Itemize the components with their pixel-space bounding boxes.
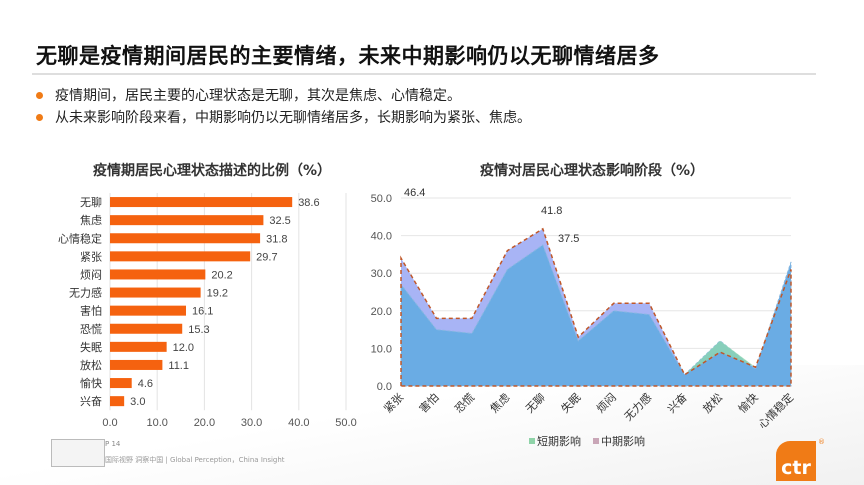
bar (110, 396, 125, 407)
bar (110, 287, 201, 298)
bar (110, 233, 261, 244)
value-label: 38.6 (298, 197, 319, 209)
annotation: 41.8 (541, 205, 562, 217)
category-label: 愉快 (735, 390, 760, 415)
bar (110, 359, 163, 370)
category-label: 心情稳定 (755, 390, 796, 431)
x-tick-label: 30.0 (241, 417, 262, 429)
x-tick-label: 0.0 (102, 417, 117, 429)
legend-label: 短期影响 (537, 434, 581, 448)
area-highlight (684, 340, 756, 375)
category-label: 失眠 (559, 391, 584, 416)
y-tick-label: 20.0 (371, 306, 392, 318)
x-tick-label: 20.0 (194, 417, 215, 429)
category-label: 无聊 (522, 390, 547, 415)
value-label: 16.1 (192, 306, 213, 318)
value-label: 29.7 (256, 251, 277, 263)
page-number: P 14 (105, 440, 121, 448)
x-tick-label: 50.0 (335, 417, 356, 429)
bullet-text: 疫情期间，居民主要的心理状态是无聊，其次是焦虑、心情稳定。 (55, 88, 461, 104)
category-label: 兴奋 (80, 394, 102, 408)
legend-swatch-icon (529, 438, 535, 444)
bar (110, 305, 186, 316)
bar-chart-title: 疫情期居民心理状态描述的比例（%） (93, 163, 332, 179)
value-label: 3.0 (130, 396, 145, 408)
x-tick-label: 10.0 (146, 417, 167, 429)
category-label: 紧张 (381, 391, 406, 416)
value-label: 19.2 (207, 288, 228, 300)
value-label: 32.5 (269, 215, 290, 227)
value-label: 12.0 (173, 342, 194, 354)
mid-term-outline (400, 227, 792, 387)
value-label: 20.2 (211, 269, 232, 281)
category-label: 愉快 (80, 376, 102, 390)
annotation: 37.5 (558, 233, 579, 245)
bullet-item: 从未来影响阶段来看，中期影响仍以无聊情绪居多，长期影响为紧张、焦虑。 (36, 106, 531, 128)
bar (110, 323, 183, 334)
bar (110, 269, 206, 280)
registered-mark: ® (818, 438, 825, 446)
category-label: 烦闷 (80, 267, 102, 281)
category-label: 兴奋 (664, 390, 689, 415)
bullet-dot-icon (36, 113, 43, 121)
area-chart-title: 疫情对居民心理状态影响阶段（%） (480, 163, 705, 179)
category-label: 放松 (80, 358, 102, 372)
ctr-logo: ctr (776, 441, 816, 481)
legend-label: 中期影响 (601, 435, 645, 448)
value-label: 15.3 (188, 324, 209, 336)
summary-bullets: 疫情期间，居民主要的心理状态是无聊，其次是焦虑、心情稳定。 从未来影响阶段来看，… (36, 84, 531, 128)
category-label: 紧张 (80, 250, 102, 263)
bar (110, 197, 293, 208)
legend-swatch-icon (593, 438, 599, 444)
annotation: 46.4 (404, 187, 425, 199)
x-tick-label: 40.0 (288, 417, 309, 429)
category-label: 害怕 (416, 390, 441, 415)
value-label: 11.1 (168, 360, 189, 372)
category-label: 放松 (700, 390, 725, 415)
bar (110, 251, 251, 262)
area-short-term (400, 244, 792, 387)
y-tick-label: 0.0 (377, 381, 392, 393)
bar (110, 341, 167, 352)
category-label: 恐慌 (452, 391, 477, 416)
y-tick-label: 50.0 (371, 193, 392, 205)
title-divider (32, 73, 816, 75)
bullet-text: 从未来影响阶段来看，中期影响仍以无聊情绪居多，长期影响为紧张、焦虑。 (55, 110, 531, 126)
value-label: 4.6 (138, 378, 153, 390)
bullet-dot-icon (36, 91, 43, 99)
bullet-item: 疫情期间，居民主要的心理状态是无聊，其次是焦虑、心情稳定。 (36, 84, 531, 106)
value-label: 31.8 (266, 233, 287, 245)
y-tick-label: 40.0 (371, 231, 392, 243)
page-title: 无聊是疫情期间居民的主要情绪，未来中期影响仍以无聊情绪居多 (36, 44, 660, 68)
category-label: 恐慌 (80, 323, 102, 336)
category-label: 无力感 (69, 287, 102, 300)
category-label: 无力感 (622, 391, 655, 424)
category-label: 心情稳定 (58, 231, 102, 245)
certification-logo (51, 439, 105, 467)
y-tick-label: 30.0 (371, 268, 392, 280)
category-label: 失眠 (80, 341, 102, 354)
category-label: 焦虑 (80, 214, 102, 227)
category-label: 烦闷 (593, 390, 618, 415)
bar (110, 378, 132, 389)
y-tick-label: 10.0 (371, 343, 392, 355)
category-label: 焦虑 (488, 391, 513, 416)
category-label: 无聊 (80, 195, 102, 209)
category-label: 害怕 (80, 304, 102, 318)
footer-tagline: 国际视野 洞察中国 | Global Perception，China Insi… (105, 456, 285, 464)
bar (110, 215, 264, 226)
